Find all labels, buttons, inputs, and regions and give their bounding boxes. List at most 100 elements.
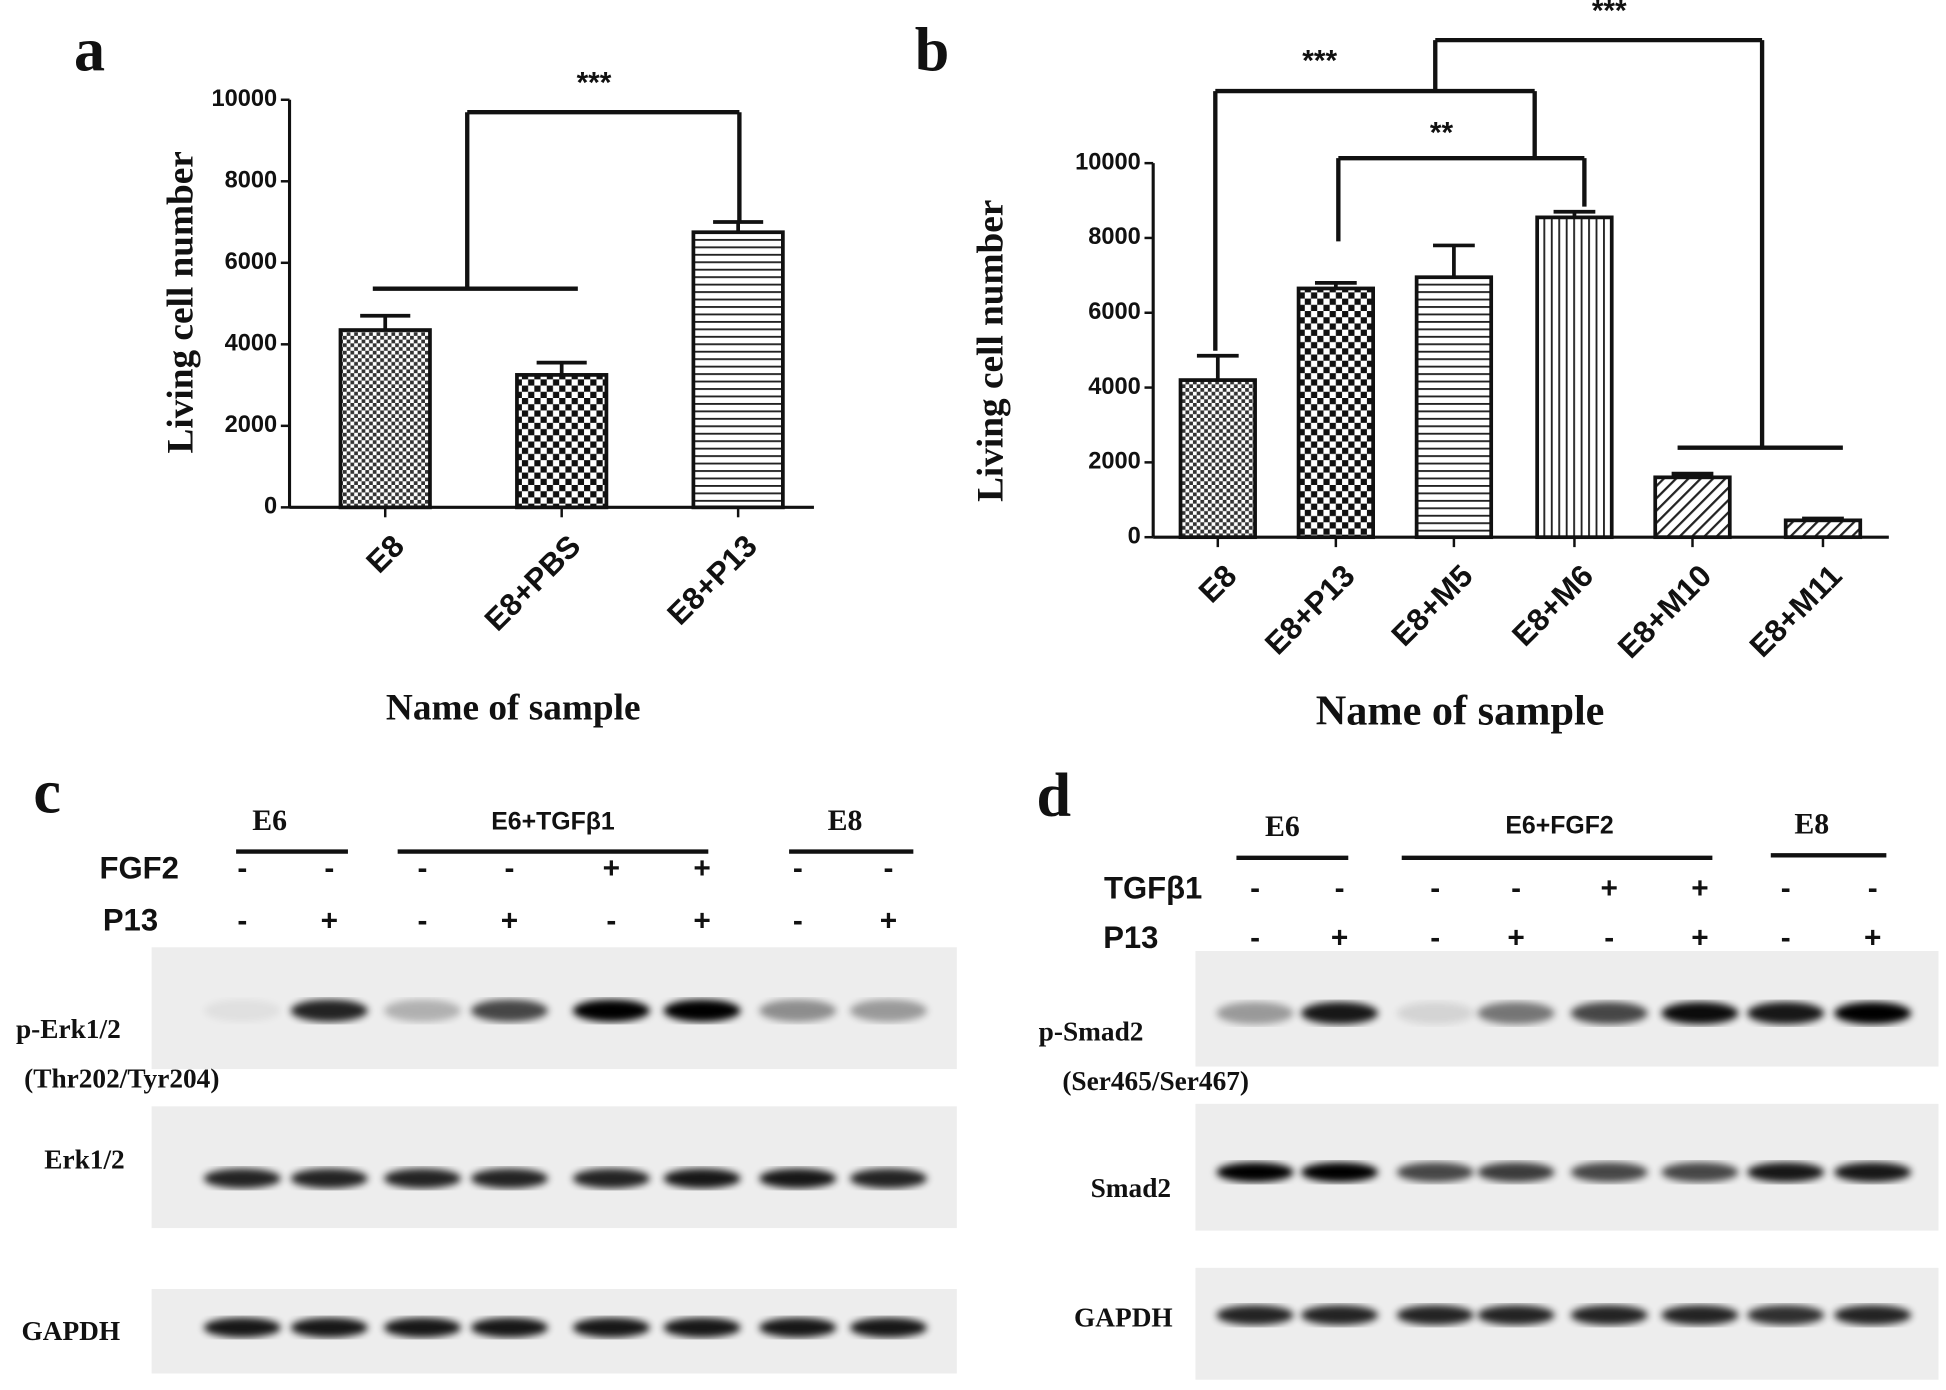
blot-band [1301, 1001, 1379, 1025]
error-bar [360, 313, 411, 331]
bar [1535, 215, 1614, 540]
blot-band [470, 999, 549, 1022]
blot-band [1216, 1305, 1294, 1326]
y-tick-label: 2000 [1088, 449, 1141, 475]
blot-band [383, 1317, 462, 1338]
significance-label: *** [1302, 44, 1337, 77]
blot-band [759, 999, 837, 1022]
blot-band [1477, 1162, 1555, 1183]
blot-band [1301, 1305, 1379, 1326]
group-label: E6 [252, 804, 287, 837]
blot-band [203, 1317, 281, 1338]
blot-band [383, 999, 462, 1022]
row-label: (Ser465/Ser467) [1062, 1066, 1249, 1096]
y-tick-label: 2000 [225, 412, 278, 438]
condition-label: P13 [103, 903, 158, 938]
bar [338, 328, 432, 510]
y-tick-label: 10000 [1075, 149, 1141, 175]
error-bar [713, 220, 764, 233]
error-bar [1433, 243, 1475, 278]
condition-sign: - [1781, 872, 1791, 905]
blot-band [1396, 1305, 1474, 1326]
blot-band [663, 999, 741, 1022]
blot-band [572, 1168, 650, 1189]
y-axis-label: Living cell number [160, 151, 201, 453]
row-label: GAPDH [1074, 1302, 1173, 1332]
y-tick-label: 0 [1128, 523, 1141, 549]
blot-band [1477, 1001, 1555, 1025]
condition-sign: - [1868, 872, 1878, 905]
condition-sign: - [237, 904, 247, 937]
blot-band [572, 1317, 650, 1338]
y-tick-label: 10000 [211, 86, 277, 112]
blot-membrane [1195, 1267, 1939, 1380]
y-tick-label: 4000 [225, 331, 278, 357]
condition-sign: - [418, 852, 428, 885]
condition-sign: + [880, 904, 897, 937]
x-axis-label: Name of sample [1316, 688, 1605, 735]
condition-sign: - [1781, 922, 1791, 955]
y-tick-label: 4000 [1088, 374, 1141, 400]
blot-band [290, 1168, 368, 1189]
blot-band [1396, 1001, 1474, 1025]
group-label: E8 [828, 804, 863, 837]
row-label: p-Erk1/2 [16, 1014, 121, 1044]
blot-band [1216, 1001, 1294, 1025]
condition-sign: - [324, 852, 334, 885]
y-tick-label: 6000 [225, 249, 278, 275]
x-tick-label: E8 [359, 528, 411, 580]
blot-band [1301, 1162, 1379, 1183]
y-tick-label: 6000 [1088, 299, 1141, 325]
significance-label: *** [1592, 0, 1627, 28]
blot-band [663, 1317, 741, 1338]
bar [691, 230, 785, 510]
blot-band [849, 1317, 928, 1338]
row-label: p-Smad2 [1039, 1017, 1144, 1047]
bar [1783, 518, 1863, 540]
row-label: Smad2 [1091, 1173, 1172, 1203]
error-bar [1671, 471, 1714, 478]
condition-sign: - [793, 904, 803, 937]
condition-sign: - [1250, 872, 1260, 905]
row-label: (Thr202/Tyr204) [24, 1064, 219, 1094]
panel-label: d [1036, 762, 1071, 830]
y-axis-label: Living cell number [971, 200, 1012, 502]
condition-label: FGF2 [99, 850, 178, 885]
blot-band [203, 999, 281, 1022]
error-bar [536, 360, 587, 375]
blot-band [849, 999, 928, 1022]
condition-sign: + [1864, 922, 1881, 955]
blot-band [1834, 1162, 1912, 1183]
y-tick-label: 0 [264, 494, 277, 520]
blot-band [759, 1168, 837, 1189]
condition-sign: + [603, 852, 620, 885]
condition-label: TGFβ1 [1104, 870, 1202, 905]
condition-sign: + [501, 904, 518, 937]
blot-band [1661, 1001, 1739, 1025]
blot-band [1747, 1162, 1825, 1183]
condition-sign: + [1691, 872, 1708, 905]
x-tick-label: E8+PBS [478, 528, 588, 638]
x-tick-label: E8+M11 [1743, 558, 1849, 664]
group-label: E6 [1265, 810, 1300, 843]
condition-sign: - [1250, 922, 1260, 955]
panel-label: c [33, 758, 61, 826]
blot-band [203, 1168, 281, 1189]
bar [1653, 475, 1732, 540]
condition-sign: + [1601, 872, 1618, 905]
condition-sign: + [1691, 922, 1708, 955]
bar [1414, 275, 1494, 540]
group-label: E6+FGF2 [1505, 812, 1613, 839]
group-label: E6+TGFβ1 [491, 809, 615, 836]
y-tick-label: 8000 [1088, 224, 1141, 250]
group-label: E8 [1794, 808, 1829, 841]
blot-band [1570, 1001, 1648, 1025]
condition-sign: - [418, 904, 428, 937]
condition-sign: - [237, 852, 247, 885]
x-tick-label: E8+P13 [660, 528, 763, 631]
condition-label: P13 [1103, 920, 1158, 955]
blot-band [1834, 1305, 1912, 1326]
blot-band [470, 1317, 549, 1338]
condition-sign: - [1335, 872, 1345, 905]
